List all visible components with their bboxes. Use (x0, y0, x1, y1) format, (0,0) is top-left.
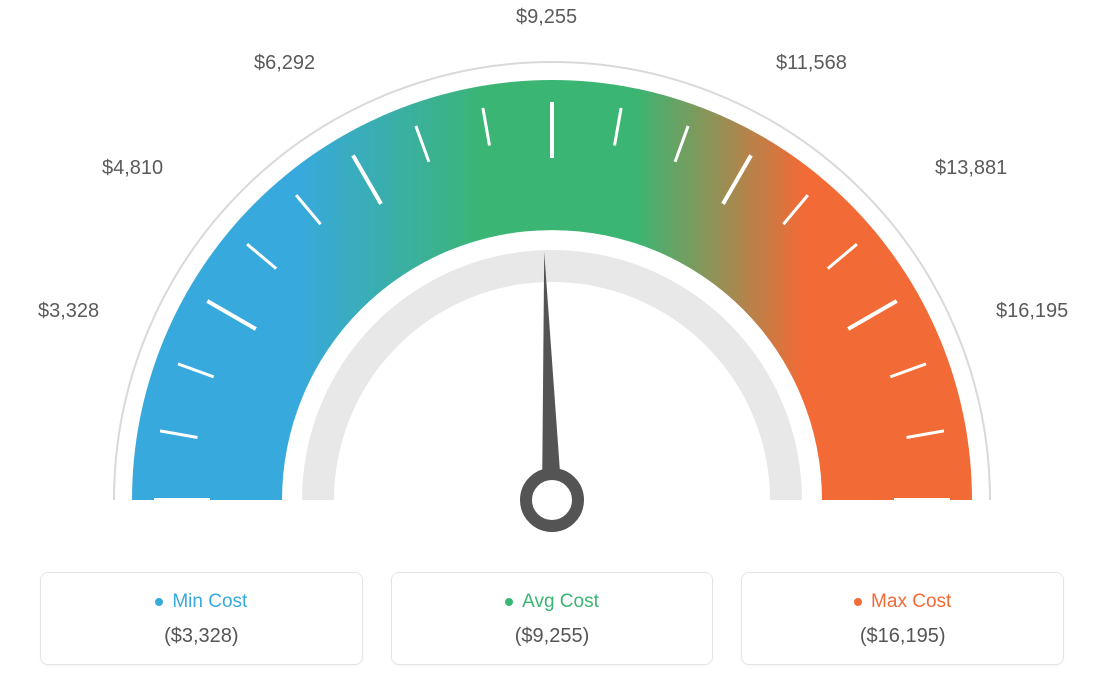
legend-value-min: ($3,328) (51, 625, 352, 648)
legend-area: Min Cost ($3,328) Avg Cost ($9,255) Max … (0, 572, 1104, 665)
scale-label: $3,328 (38, 300, 99, 323)
gauge-area: $3,328 $4,810 $6,292 $9,255 $11,568 $13,881 $1… (0, 0, 1104, 560)
legend-card-max: Max Cost ($16,195) (741, 572, 1064, 665)
scale-label: $4,810 (102, 157, 163, 180)
legend-dot-avg (505, 598, 513, 606)
legend-title-max: Max Cost (854, 591, 951, 613)
legend-dot-min (155, 598, 163, 606)
legend-label-avg: Avg Cost (522, 591, 599, 613)
legend-dot-max (854, 598, 862, 606)
gauge-svg (0, 0, 1104, 560)
legend-title-avg: Avg Cost (505, 591, 599, 613)
legend-value-avg: ($9,255) (402, 625, 703, 648)
legend-title-min: Min Cost (155, 591, 247, 613)
legend-value-max: ($16,195) (752, 625, 1053, 648)
scale-label: $11,568 (776, 52, 847, 75)
scale-label: $6,292 (254, 52, 315, 75)
scale-label: $16,195 (996, 300, 1068, 323)
scale-label: $9,255 (516, 6, 577, 29)
legend-card-avg: Avg Cost ($9,255) (391, 572, 714, 665)
legend-card-min: Min Cost ($3,328) (40, 572, 363, 665)
gauge-chart-container: $3,328 $4,810 $6,292 $9,255 $11,568 $13,881 $1… (0, 0, 1104, 690)
scale-label: $13,881 (935, 157, 1007, 180)
legend-label-max: Max Cost (871, 591, 951, 613)
legend-label-min: Min Cost (172, 591, 247, 613)
